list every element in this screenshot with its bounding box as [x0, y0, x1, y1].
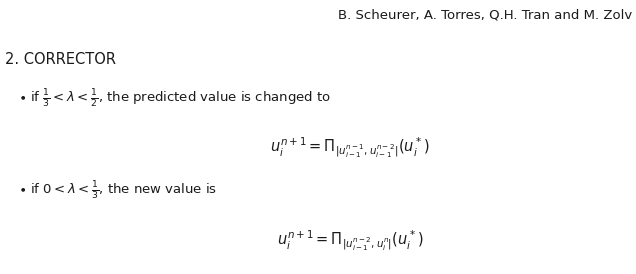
Text: $\bullet$: $\bullet$ — [18, 182, 26, 195]
Text: B. Scheurer, A. Torres, Q.H. Tran and M. Zolv: B. Scheurer, A. Torres, Q.H. Tran and M.… — [338, 8, 632, 21]
Text: 2. CORRECTOR: 2. CORRECTOR — [5, 52, 116, 67]
Text: if $\frac{1}{3} < \lambda < \frac{1}{2}$, the predicted value is changed to: if $\frac{1}{3} < \lambda < \frac{1}{2}$… — [30, 88, 331, 110]
Text: $u_i^{n+1} = \Pi_{|u_{i-1}^{n-2},u_i^n|}(u_i^*)$: $u_i^{n+1} = \Pi_{|u_{i-1}^{n-2},u_i^n|}… — [277, 228, 423, 253]
Text: $u_i^{n+1} = \Pi_{|u_{i-1}^{n-1},u_{i-1}^{n-2}|}(u_i^*)$: $u_i^{n+1} = \Pi_{|u_{i-1}^{n-1},u_{i-1}… — [270, 135, 430, 159]
Text: $\bullet$: $\bullet$ — [18, 90, 26, 103]
Text: if $0 < \lambda < \frac{1}{3}$, the new value is: if $0 < \lambda < \frac{1}{3}$, the new … — [30, 180, 218, 202]
